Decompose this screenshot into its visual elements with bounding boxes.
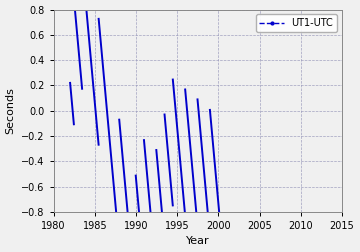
Y-axis label: Seconds: Seconds — [5, 87, 15, 134]
X-axis label: Year: Year — [186, 236, 210, 246]
Legend: UT1-UTC: UT1-UTC — [256, 14, 337, 32]
